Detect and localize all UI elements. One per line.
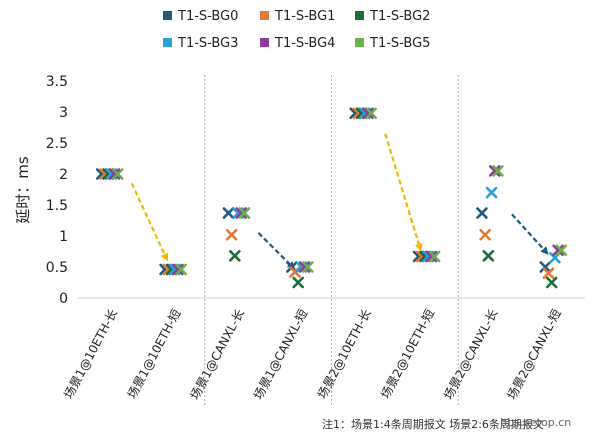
y-axis: 0 0.5 1 1.5 2 2.5 3 3.5 [46,74,585,307]
data-point [108,168,121,180]
data-point [479,228,491,241]
legend-swatch [355,38,364,47]
legend-swatch [355,11,364,20]
watermark: bbs.eetop.cn [500,416,571,429]
footnote: 注1：场景1:4条周期报文 场景2:6条周期报文 [322,417,544,431]
data-point [298,261,311,273]
legend-label: T1-S-BG0 [177,9,238,24]
x-tick-label: 场景1@10ETH-短 [125,307,184,401]
x-tick-label: 场景1@CANXL-长 [188,307,247,402]
x-tick-label: 场景2@10ETH-长 [315,307,374,401]
trend-arrow [384,133,423,252]
data-point [111,168,124,180]
data-point [428,250,441,263]
data-point [235,207,248,219]
group-separators [204,75,459,405]
legend-swatch [163,11,172,20]
x-tick-label: 场景2@CANXL-短 [505,307,564,402]
x-tick-label: 场景2@10ETH-短 [378,307,437,401]
x-tick-label: 场景1@CANXL-短 [251,307,310,402]
y-tick-label: 3.5 [46,74,68,90]
legend-label: T1-S-BG2 [369,9,430,24]
x-axis: 场景1@10ETH-长 场景1@10ETH-短 场景1@CANXL-长 场景1@CAN… [61,307,564,402]
data-point [175,263,187,276]
y-tick-label: 0 [59,291,68,307]
y-tick-label: 1 [59,229,68,245]
data-point [488,165,501,177]
y-tick-label: 1.5 [46,198,68,214]
data-marks [95,107,568,289]
legend-swatch [163,38,172,47]
y-tick-label: 2 [59,167,68,183]
y-tick-label: 0.5 [46,260,68,276]
trend-arrow [130,182,169,262]
data-point [365,107,377,120]
legend-label: T1-S-BG3 [177,36,238,51]
legend-label: T1-S-BG1 [274,9,335,24]
legend-swatch [260,11,269,20]
trend-arrows [130,133,549,270]
legend-label: T1-S-BG4 [274,36,335,51]
data-point [476,207,488,219]
data-point [425,250,438,263]
data-point [545,276,558,289]
data-point [238,207,251,219]
legend-swatch [260,38,269,47]
data-point [539,261,552,273]
data-point [542,267,555,280]
y-tick-label: 2.5 [46,136,68,152]
data-point [222,207,235,219]
y-tick-label: 3 [59,105,68,121]
x-tick-label: 场景1@10ETH-长 [61,307,120,401]
legend: T1-S-BG0 T1-S-BG1 T1-S-BG2 T1-S-BG3 T1-S-BG4… [163,9,430,51]
data-point [555,244,568,257]
data-point [552,244,564,257]
data-point [225,228,238,241]
data-point [292,276,305,289]
legend-label: T1-S-BG5 [369,36,430,51]
x-tick-label: 场景2@CANXL-长 [441,307,500,402]
data-point [229,250,241,262]
data-point [172,263,184,276]
data-point [482,250,495,262]
data-point [362,107,374,120]
data-point [302,261,314,273]
y-axis-label: 延时：ms [14,156,32,224]
data-point [485,186,498,199]
trend-arrow [511,213,549,255]
data-point [492,165,504,177]
